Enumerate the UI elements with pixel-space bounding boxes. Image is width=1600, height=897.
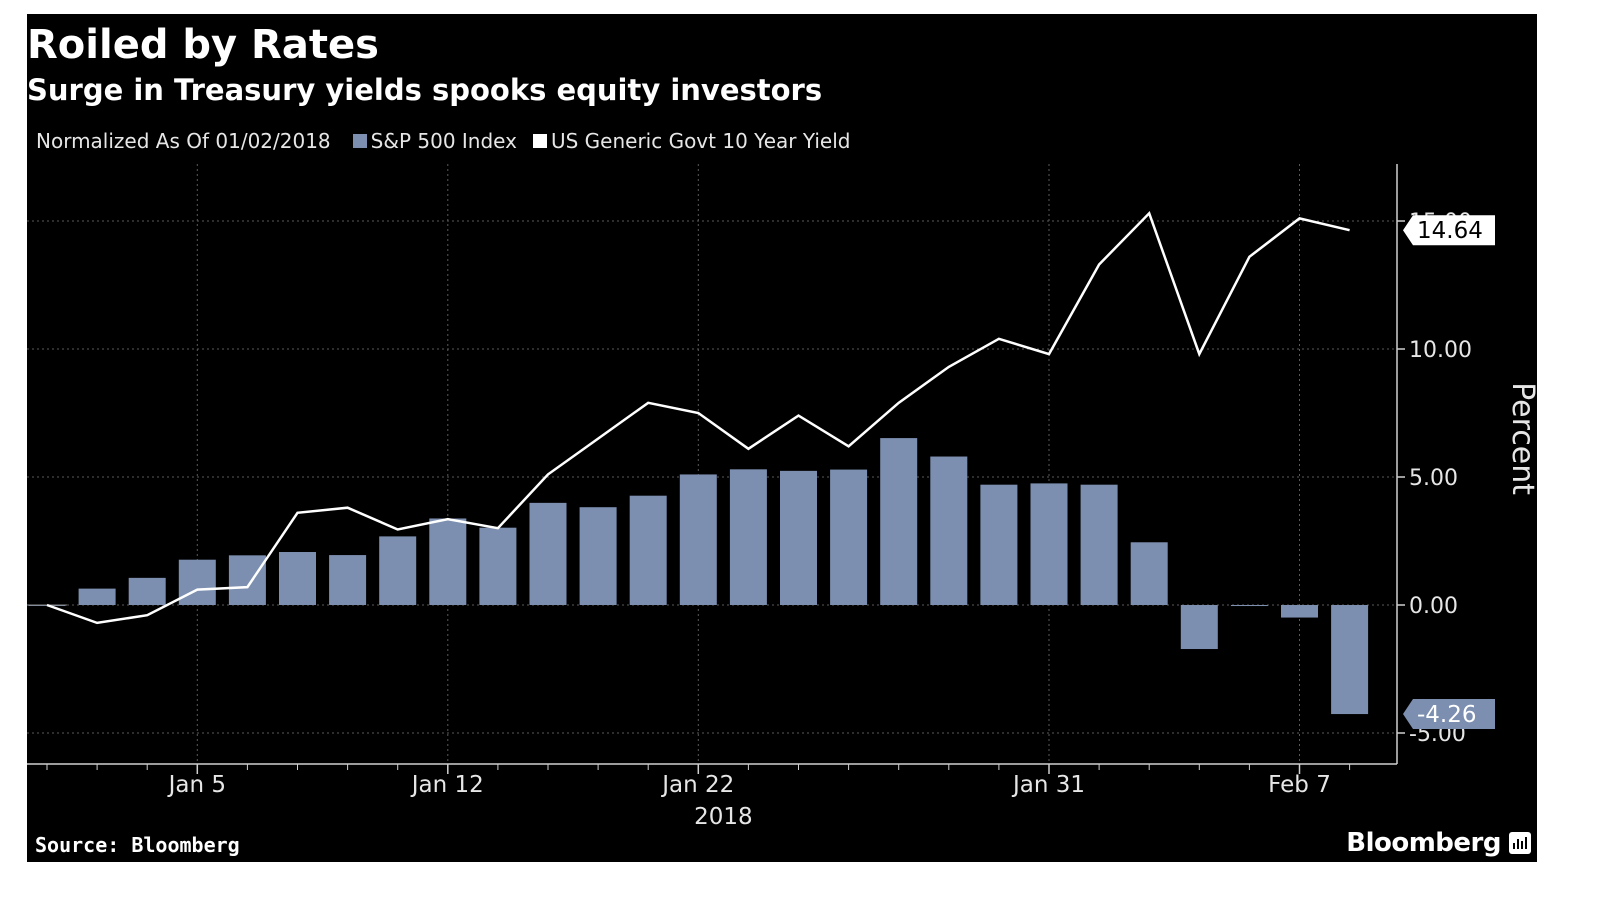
bar: [228, 555, 266, 605]
bar: [980, 484, 1018, 605]
bar: [479, 527, 517, 605]
source-note: Source: Bloomberg: [35, 833, 240, 857]
x-tick-label: Jan 22: [660, 772, 734, 798]
x-tick-label: Jan 5: [167, 772, 226, 798]
bar: [1281, 605, 1318, 618]
bar: [279, 552, 316, 605]
bar: [1331, 605, 1369, 715]
yield-line: [46, 210, 1350, 625]
bar: [1180, 605, 1218, 650]
legend-note: Normalized As Of 01/02/2018: [36, 129, 331, 153]
bar: [579, 507, 617, 605]
bar: [429, 518, 467, 605]
y-tick-label: 5.00: [1409, 466, 1458, 491]
brand-logo: Bloomberg: [1346, 828, 1501, 858]
x-tick-label: Jan 31: [1011, 772, 1085, 798]
last-value-callout: [1403, 699, 1495, 730]
bar: [930, 456, 968, 605]
legend-swatch-yield: [532, 134, 547, 148]
legend: Normalized As Of 01/02/2018 S&P 500 Inde…: [36, 127, 850, 155]
bar: [78, 588, 116, 605]
bar: [1230, 605, 1268, 607]
bar: [1130, 542, 1168, 605]
last-value-callout: [1403, 215, 1495, 246]
chart-title: Roiled by Rates: [27, 22, 379, 68]
bar: [529, 502, 567, 605]
legend-label-sp500: S&P 500 Index: [370, 129, 517, 153]
x-year-label: 2018: [694, 804, 753, 830]
bar: [830, 469, 868, 605]
last-value-label: 14.64: [1417, 218, 1483, 244]
bar: [178, 559, 216, 605]
y-tick-label: 10.00: [1409, 338, 1472, 363]
chart-subtitle: Surge in Treasury yields spooks equity i…: [27, 73, 823, 107]
x-tick-label: Jan 12: [410, 772, 484, 798]
x-tick-label: Feb 7: [1268, 772, 1331, 798]
chart-panel: Roiled by Rates Surge in Treasury yields…: [27, 14, 1537, 862]
legend-swatch-sp500: [352, 134, 367, 148]
y-axis-title: Percent: [1505, 382, 1537, 495]
y-tick-label: 0.00: [1409, 594, 1458, 619]
bar: [880, 438, 918, 605]
bar: [1080, 484, 1118, 605]
bloomberg-terminal-icon: [1509, 832, 1531, 854]
bar: [780, 470, 817, 605]
bar: [128, 577, 166, 605]
bar: [729, 469, 767, 605]
bar: [1030, 483, 1068, 605]
legend-label-yield: US Generic Govt 10 Year Yield: [550, 129, 851, 153]
last-value-label: -4.26: [1417, 702, 1477, 728]
bar: [329, 555, 367, 605]
bar: [379, 536, 417, 605]
bar: [679, 474, 717, 605]
bar: [629, 495, 667, 605]
